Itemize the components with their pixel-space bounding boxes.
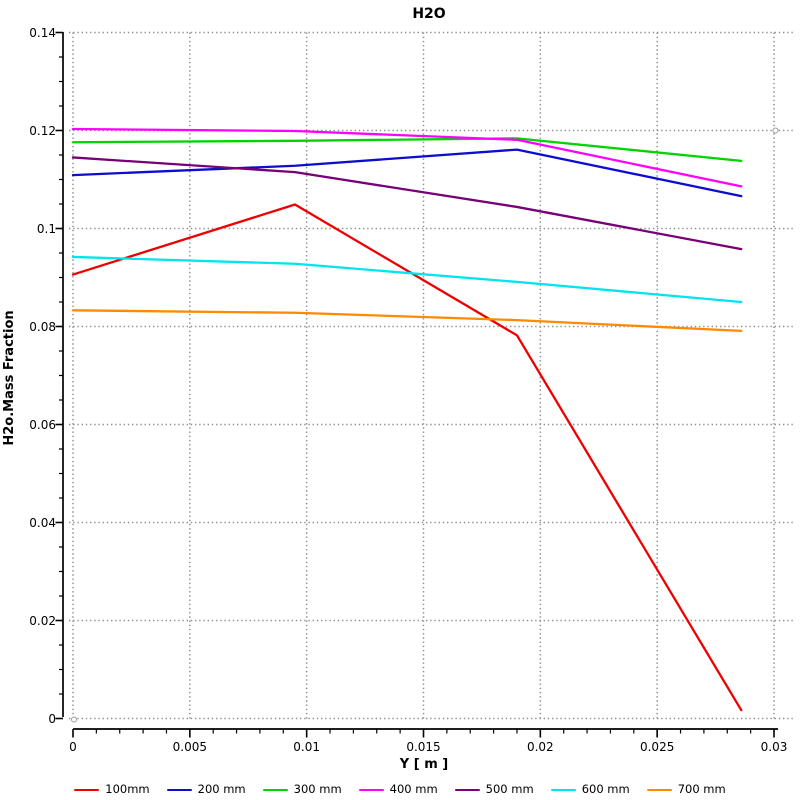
series-lines xyxy=(71,127,743,712)
legend-line-swatch xyxy=(646,788,672,792)
series-line-300mm xyxy=(71,137,743,163)
legend-label: 100mm xyxy=(105,782,150,797)
x-tick-label: 0.005 xyxy=(173,740,207,754)
x-tick-label: 0.03 xyxy=(761,740,788,754)
series-line-500mm xyxy=(71,156,743,251)
legend-label: 400 mm xyxy=(389,782,438,797)
legend-line-swatch xyxy=(358,788,384,792)
legend-line-swatch xyxy=(74,788,100,792)
legend-line-swatch xyxy=(166,788,192,792)
tick-labels: 0 0.02 0.04 0.06 0.08 0.1 0.12 0.14 0 0.005 0.01 0.… xyxy=(29,26,787,754)
series-line-700mm xyxy=(71,309,743,333)
x-tick-label: 0 xyxy=(69,740,77,754)
tick-marks xyxy=(55,31,775,738)
series-line-200mm xyxy=(71,148,743,198)
y-tick-label: 0 xyxy=(48,712,56,726)
legend-item: 400 mm xyxy=(358,782,438,797)
legend-label: 700 mm xyxy=(677,782,726,797)
legend-line-swatch xyxy=(550,788,576,792)
legend-label: 500 mm xyxy=(485,782,534,797)
legend-item: 600 mm xyxy=(550,782,630,797)
gridline-end-dot xyxy=(772,127,779,134)
y-tick-label: 0.08 xyxy=(29,320,56,334)
legend-item: 100mm xyxy=(74,782,150,797)
x-tick-label: 0.01 xyxy=(293,740,320,754)
x-tick-label: 0.015 xyxy=(406,740,440,754)
legend-label: 200 mm xyxy=(197,782,246,797)
y-tick-label: 0.1 xyxy=(37,222,56,236)
x-tick-label: 0.02 xyxy=(527,740,554,754)
chart-title: H2O xyxy=(412,6,445,22)
gridline-end-dot xyxy=(71,716,77,723)
legend-item: 300 mm xyxy=(262,782,342,797)
y-axis-title: H2o.Mass Fraction xyxy=(2,310,17,445)
x-tick-label: 0.025 xyxy=(640,740,674,754)
legend-item: 700 mm xyxy=(646,782,726,797)
legend: 100mm 200 mm 300 mm 400 mm 500 mm 600 mm 700 m… xyxy=(0,781,800,799)
legend-line-swatch xyxy=(262,788,288,792)
series-line-600mm xyxy=(71,255,743,304)
y-tick-label: 0.14 xyxy=(29,26,56,40)
legend-item: 500 mm xyxy=(454,782,534,797)
y-tick-label: 0.06 xyxy=(29,418,56,432)
y-tick-label: 0.12 xyxy=(29,124,56,138)
series-line-100mm xyxy=(71,203,743,712)
series-line-400mm xyxy=(71,127,743,188)
gridlines xyxy=(69,31,793,723)
y-tick-label: 0.04 xyxy=(29,516,56,530)
legend-item: 200 mm xyxy=(166,782,246,797)
y-tick-label: 0.02 xyxy=(29,614,56,628)
legend-line-swatch xyxy=(454,788,480,792)
legend-label: 300 mm xyxy=(293,782,342,797)
legend-label: 600 mm xyxy=(581,782,630,797)
x-axis-title: Y [ m ] xyxy=(399,757,448,772)
